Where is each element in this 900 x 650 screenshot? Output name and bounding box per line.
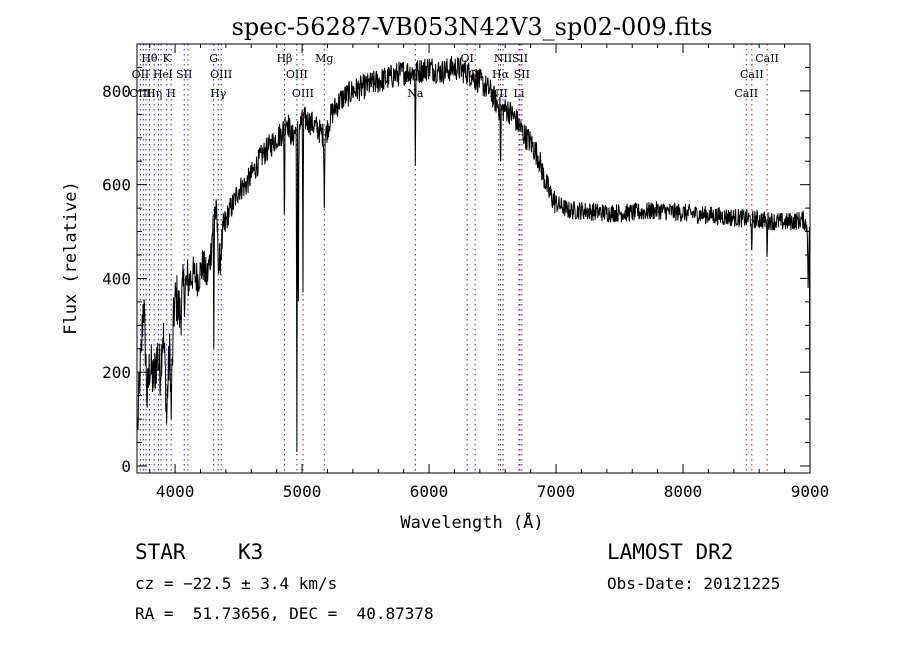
- spectral-line-label: Hη: [146, 87, 162, 100]
- spectral-line-label: G: [209, 52, 218, 65]
- observation-date: Obs-Date: 20121225: [607, 574, 781, 593]
- x-tick-label: 9000: [791, 482, 830, 501]
- y-tick-label: 800: [102, 82, 131, 101]
- spectral-line-label: Mg: [315, 52, 333, 65]
- spectral-line-label: I: [168, 68, 172, 81]
- object-subclass: K3: [238, 540, 264, 564]
- spectral-line-label: Hα: [492, 68, 510, 81]
- y-tick-label: 0: [121, 457, 131, 476]
- spectral-line-label: OI: [460, 52, 473, 65]
- spectral-line-label: SII: [512, 52, 528, 65]
- spectral-line-label: SII: [176, 68, 192, 81]
- coordinates: RA = 51.73656, DEC = 40.87378: [135, 604, 434, 623]
- x-tick-label: 5000: [283, 482, 322, 501]
- spectral-line-label: SII: [514, 68, 530, 81]
- spectral-line-label: H: [166, 87, 176, 100]
- spectrum-line: [137, 56, 811, 471]
- y-axis-label: Flux (relative): [61, 181, 81, 335]
- radial-velocity: cz = −22.5 ± 3.4 km/s: [135, 574, 338, 593]
- y-tick-label: 400: [102, 269, 131, 288]
- spectral-line-label: He: [153, 68, 169, 81]
- x-tick-label: 4000: [156, 482, 195, 501]
- spectral-line-label: Li: [514, 87, 525, 100]
- spectral-line-label: OIII: [286, 68, 308, 81]
- spectral-line-label: CaII: [734, 87, 758, 100]
- spectral-line-label: OII: [132, 68, 150, 81]
- object-class: STAR: [135, 540, 186, 564]
- y-tick-labels: 0 200 400 600 800: [102, 82, 131, 476]
- spectral-line-label: CaII: [740, 68, 764, 81]
- spectral-line-label: Hγ: [210, 87, 227, 100]
- y-tick-label: 600: [102, 176, 131, 195]
- spectral-line-label: OIII: [210, 68, 232, 81]
- survey-name: LAMOST DR2: [607, 540, 734, 564]
- spectral-line-label: CaII: [755, 52, 779, 65]
- x-axis-label: Wavelength (Å): [400, 511, 543, 533]
- x-tick-labels: 4000 5000 6000 7000 8000 9000: [156, 482, 829, 501]
- x-tick-label: 6000: [410, 482, 449, 501]
- chart-title: spec-56287-VB053N42V3_sp02-009.fits: [232, 13, 713, 41]
- spectral-line-label: Hθ: [141, 52, 158, 65]
- x-tick-label: 8000: [664, 482, 703, 501]
- y-tick-label: 200: [102, 363, 131, 382]
- line-markers: [139, 44, 768, 473]
- spectral-line-label: OIII: [292, 87, 314, 100]
- axis-ticks: [137, 43, 811, 473]
- x-tick-label: 7000: [537, 482, 576, 501]
- spectral-line-label: K: [163, 52, 172, 65]
- plot-frame: [136, 43, 811, 474]
- spectral-line-label: Hβ: [276, 52, 292, 65]
- spectral-line-label: OIII: [129, 87, 151, 100]
- spectral-line-label: NII: [494, 52, 512, 65]
